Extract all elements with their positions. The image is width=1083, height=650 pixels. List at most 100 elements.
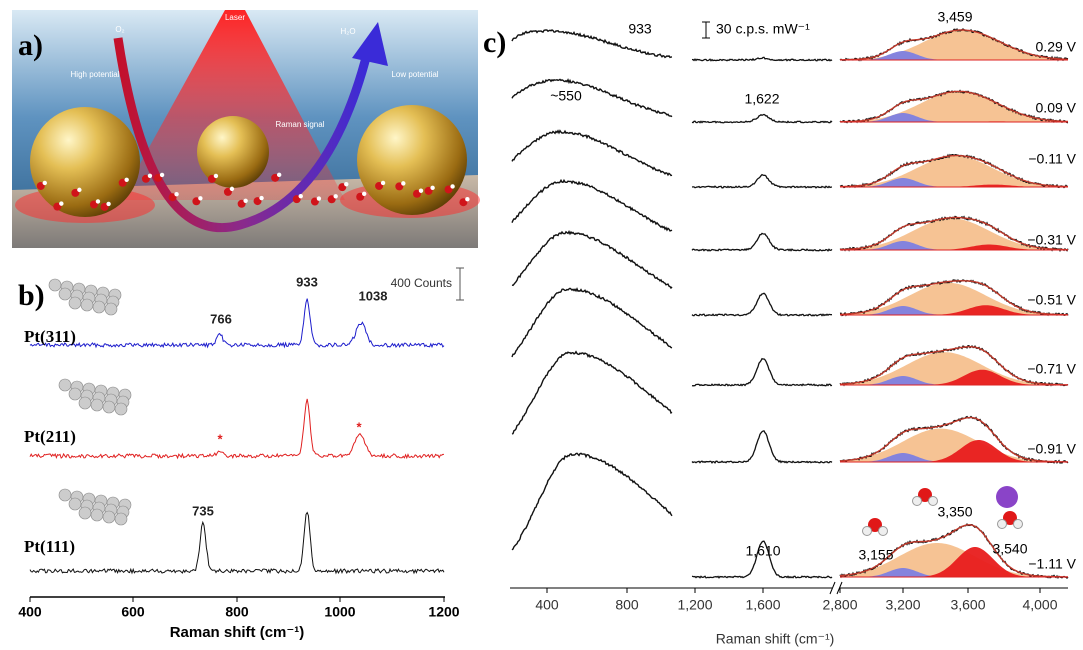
surface-label: Pt(211) (24, 427, 76, 446)
hydrogen-atom (1013, 519, 1023, 529)
fit-line (839, 216, 1068, 251)
potential-label: −1.11 V (1028, 556, 1076, 572)
peak-label: ~550 (550, 88, 582, 104)
hydrogen-atom (77, 187, 82, 193)
spectrum (691, 430, 833, 464)
oxygen-atom (89, 200, 98, 209)
oxygen-atom (71, 188, 80, 197)
crystal-atom (68, 296, 82, 310)
fit-component (840, 51, 1068, 60)
fit-component (840, 376, 1068, 385)
oxygen-atom (271, 173, 280, 182)
spectrum (511, 78, 673, 118)
oxygen-atom (395, 182, 404, 191)
fit-component (840, 244, 1068, 250)
fit-component (840, 306, 1068, 315)
x-tick-label: 400 (535, 597, 559, 613)
panel-c: c) 30 c.p.s. mW⁻¹ Raman shift (cm⁻¹) 400… (483, 9, 1077, 647)
spectrum (29, 298, 445, 349)
potential-label: −0.91 V (1027, 441, 1076, 457)
x-tick-label: 4,000 (1022, 597, 1057, 613)
crystal-atom (90, 508, 104, 522)
spectrum (691, 540, 833, 579)
hydrogen-atom (418, 188, 424, 193)
hydrogen-atom (316, 196, 322, 201)
hydrogen-atom (912, 496, 922, 506)
crystal-atom (48, 278, 62, 292)
oxygen-atom (36, 181, 45, 190)
hydrogen-atom (878, 526, 888, 536)
hydrogen-atom (862, 526, 872, 536)
oxygen-atom (918, 488, 932, 502)
laser-beam (120, 10, 345, 200)
fit-component (840, 369, 1068, 385)
oxygen-atom (292, 195, 301, 204)
crystal-atom (78, 506, 92, 520)
potential-label: −0.71 V (1027, 361, 1076, 377)
crystal-atom (104, 302, 118, 316)
hydrogen-atom (430, 185, 435, 191)
molecules (36, 172, 470, 211)
oxygen-atom (1003, 511, 1017, 525)
fit-line (839, 90, 1068, 123)
hydrogen-atom (213, 173, 219, 179)
oxygen-atom (100, 202, 109, 211)
hydrogen-atom (362, 191, 367, 196)
spectrum (29, 511, 445, 575)
crystal-atom (102, 510, 116, 524)
gold-sphere (197, 116, 269, 188)
hydrogen-atom (147, 173, 153, 178)
hydrogen-atom (59, 201, 64, 206)
hydrogen-atom (198, 196, 203, 201)
fit-component (840, 178, 1068, 187)
spectrum (511, 29, 673, 59)
surface-label: Pt(111) (24, 537, 75, 556)
spectrum (691, 232, 833, 252)
fit-line (839, 416, 1068, 463)
oxygen-atom (253, 197, 262, 206)
oxygen-atom (375, 181, 384, 190)
crystal-atom (68, 497, 82, 511)
oxygen-atom (141, 174, 150, 183)
hydrogen-atom (243, 198, 248, 203)
peak-label: 933 (296, 274, 318, 289)
panel-label: a) (18, 29, 43, 62)
oxygen-atom (327, 195, 336, 204)
spectrum (511, 230, 673, 290)
oxygen-atom (192, 197, 201, 206)
spectrum (511, 129, 673, 177)
low-potential-label: Low potential (391, 70, 438, 79)
peak-label: 1,622 (744, 91, 779, 107)
oxygen-atom (154, 173, 163, 182)
hydrogen-atom (465, 197, 470, 202)
fit-component (840, 113, 1068, 122)
crystal-atom (58, 287, 72, 301)
fit-line (840, 29, 1069, 61)
cation (996, 486, 1018, 508)
spectrum (839, 27, 1069, 62)
hydrogen-atom (450, 184, 455, 189)
fit-line (839, 154, 1068, 188)
raman-signal-label: Raman signal (276, 120, 325, 129)
reaction-arrow (113, 37, 373, 233)
spectrum (691, 357, 833, 387)
oxygen-atom (412, 189, 421, 198)
peak-label: 3,350 (937, 504, 972, 520)
potential-label: −0.51 V (1027, 292, 1076, 308)
x-tick-label: 3,600 (950, 597, 985, 613)
x-tick-label: 600 (121, 604, 145, 620)
oxygen-atom (338, 183, 347, 192)
x-tick-label: 1,200 (677, 597, 712, 613)
crystal-atom (114, 512, 128, 526)
peak-label: * (356, 419, 362, 434)
spectrum (29, 398, 444, 460)
oxygen-atom (868, 518, 882, 532)
crystal-atom (58, 378, 72, 392)
scale-bar-label: 30 c.p.s. mW⁻¹ (716, 21, 810, 37)
potential-label: 0.29 V (1036, 39, 1077, 55)
fit-component (840, 453, 1068, 462)
oxygen-atom (207, 174, 216, 183)
fit-component (840, 184, 1068, 187)
spectrum (691, 113, 833, 124)
h2o-label: H₂O (340, 27, 355, 36)
